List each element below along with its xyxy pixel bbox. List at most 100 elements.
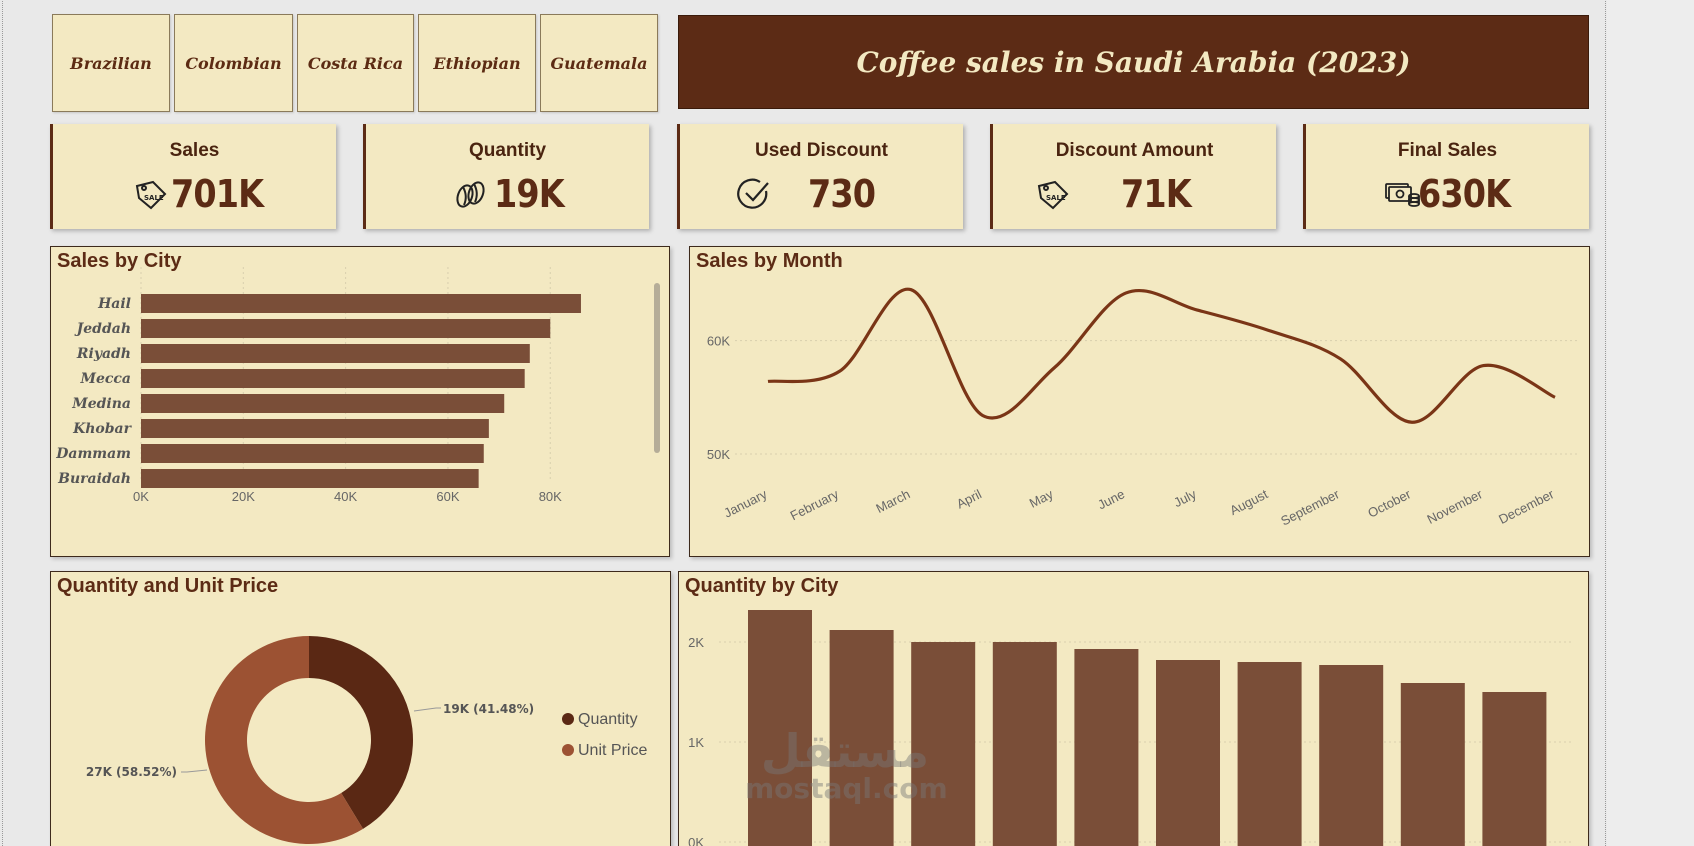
svg-text:SALE: SALE — [144, 194, 164, 202]
right-pane — [1607, 0, 1694, 846]
y-tick-label: 1K — [688, 735, 704, 750]
slicer-label: Ethiopian — [433, 53, 521, 73]
bar — [141, 294, 581, 313]
quantity-by-city-chart: 0K 1K 2K — [688, 610, 1574, 846]
bar — [141, 369, 525, 388]
leader-line — [413, 707, 441, 712]
x-tick-label: 0K — [133, 489, 149, 504]
y-tick-label: 50K — [707, 447, 730, 462]
report-canvas — [2, 0, 1606, 846]
x-tick-label: June — [1095, 486, 1127, 512]
panel-title: Sales by Month — [696, 250, 843, 272]
bar — [141, 419, 489, 438]
slicer-guatemala[interactable]: Guatemala — [540, 14, 658, 112]
kpi-used-discount: Used Discount 730 — [677, 124, 963, 229]
svg-text:SALE: SALE — [1046, 194, 1066, 202]
quantity-unit-price-chart: 19K (41.48%) 27K (58.52%) Quantity Unit Pri… — [86, 636, 647, 844]
bar — [748, 610, 812, 846]
bar — [1074, 649, 1139, 846]
y-tick-label: 2K — [688, 635, 704, 650]
category-label: Khobar — [72, 421, 133, 437]
kpi-label: Sales — [169, 140, 220, 161]
x-tick-label: 60K — [436, 489, 459, 504]
slicer-label: Guatemala — [550, 53, 648, 73]
kpi-value: 730 — [808, 172, 876, 216]
bar — [911, 642, 976, 846]
bar — [1400, 683, 1465, 846]
category-label: Jeddah — [74, 321, 131, 337]
kpi-value: 701K — [171, 172, 264, 216]
bar — [141, 319, 551, 338]
x-tick-label: July — [1171, 486, 1199, 510]
kpi-label: Discount Amount — [1055, 140, 1214, 161]
legend-marker — [562, 713, 574, 725]
legend-label: Unit Price — [578, 742, 647, 759]
slicer-brazilian[interactable]: Brazilian — [52, 14, 170, 112]
slicer-ethiopian[interactable]: Ethiopian — [418, 14, 536, 112]
x-tick-label: January — [721, 486, 769, 521]
x-tick-label: August — [1227, 486, 1270, 518]
x-tick-label: March — [873, 486, 912, 516]
legend-marker — [562, 744, 574, 756]
sales-by-month-panel[interactable]: 50K 60K January February March April May June Ju… — [689, 246, 1590, 557]
bar — [829, 630, 894, 846]
category-label: Riyadh — [76, 346, 131, 362]
panel-title: Quantity by City — [685, 575, 839, 597]
kpi-label: Used Discount — [754, 140, 889, 161]
kpi-quantity: Quantity 19K — [363, 124, 649, 229]
report-title: Coffee sales in Saudi Arabia (2023) — [856, 45, 1411, 79]
quantity-unit-price-panel[interactable]: 19K (41.48%) 27K (58.52%) Quantity Unit Pri… — [50, 571, 671, 846]
sales-by-month-chart: 50K 60K January February March April May June Ju… — [707, 287, 1580, 529]
scrollbar — [654, 283, 660, 453]
slicer-label: Colombian — [185, 53, 282, 73]
slicer-label: Costa Rica — [307, 53, 404, 73]
category-label: Dammam — [55, 446, 131, 462]
quantity-by-city-panel[interactable]: 0K 1K 2K Quantity by City — [678, 571, 1589, 846]
money-coins-icon — [1385, 183, 1420, 207]
x-tick-label: 20K — [232, 489, 255, 504]
x-tick-label: November — [1425, 486, 1486, 527]
x-tick-label: 80K — [539, 489, 562, 504]
x-tick-label: May — [1027, 486, 1056, 511]
data-label: 19K (41.48%) — [443, 702, 534, 716]
bar — [141, 444, 484, 463]
kpi-final-sales: Final Sales 630K — [1303, 124, 1589, 229]
category-label: Hail — [97, 296, 131, 312]
kpi-sales: Sales SALE 701K — [50, 124, 336, 229]
bar — [1237, 662, 1302, 846]
x-tick-label: February — [788, 486, 842, 523]
data-label: 27K (58.52%) — [86, 765, 177, 779]
panel-title: Quantity and Unit Price — [57, 575, 279, 597]
kpi-value: 630K — [1418, 172, 1511, 216]
bar — [141, 469, 479, 488]
report-title-banner: Coffee sales in Saudi Arabia (2023) — [678, 15, 1589, 109]
sales-by-city-panel[interactable]: 0K 20K 40K 60K 80K Hail Jeddah Riyadh Mecca Medin… — [50, 246, 670, 557]
x-tick-label: December — [1496, 486, 1557, 527]
bar — [992, 642, 1057, 846]
bar — [1156, 660, 1220, 846]
legend-label: Quantity — [578, 711, 638, 728]
y-tick-label: 0K — [688, 835, 704, 846]
donut-slice — [205, 636, 364, 844]
x-tick-label: October — [1365, 486, 1414, 521]
kpi-discount-amount: Discount Amount SALE 71K — [990, 124, 1276, 229]
category-label: Mecca — [79, 371, 131, 387]
series-line — [767, 287, 1556, 424]
bar — [1482, 692, 1547, 846]
kpi-value: 19K — [494, 172, 565, 216]
kpi-label: Final Sales — [1397, 140, 1498, 161]
donut-slice — [309, 636, 414, 829]
sales-by-city-chart: 0K 20K 40K 60K 80K Hail Jeddah Riyadh Mecca Medin… — [55, 267, 660, 504]
bar — [1319, 665, 1384, 846]
slicer-colombian[interactable]: Colombian — [174, 14, 293, 112]
slicer-costa-rica[interactable]: Costa Rica — [297, 14, 414, 112]
x-tick-label: April — [954, 486, 984, 511]
kpi-label: Quantity — [468, 140, 547, 161]
bar — [141, 344, 530, 363]
x-tick-label: 40K — [334, 489, 357, 504]
coffee-bean-icon — [456, 181, 485, 208]
bar — [141, 394, 505, 413]
sale-tag-icon: SALE — [135, 180, 167, 210]
y-tick-label: 60K — [707, 334, 730, 349]
slicer-label: Brazilian — [70, 53, 152, 73]
